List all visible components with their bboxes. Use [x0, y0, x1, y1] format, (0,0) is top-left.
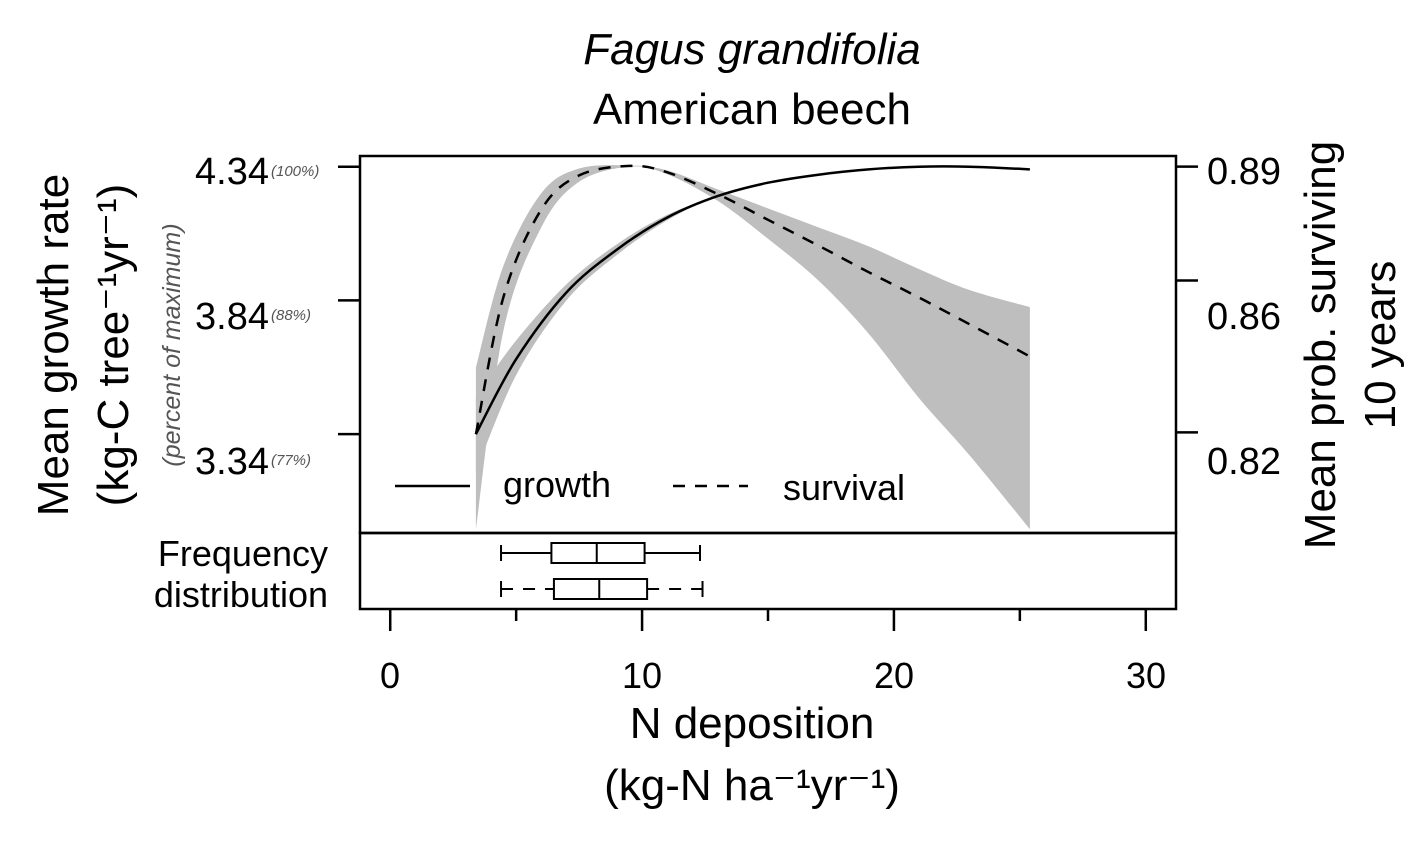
y-left-tick-label: 3.34	[195, 441, 269, 483]
survival-confidence-band	[475, 165, 1030, 530]
chart-title-species: Fagus grandifolia	[583, 25, 921, 74]
y-right-tick-label: 0.86	[1207, 296, 1281, 338]
y-left-pct-label: (77%)	[271, 452, 311, 469]
legend-growth-label: growth	[503, 464, 611, 505]
growth-line	[474, 165, 1030, 435]
x-tick-label: 10	[622, 655, 662, 696]
series-lines	[474, 164, 1031, 435]
y-left-axis-unit-label: (kg-C tree⁻¹yr⁻¹)	[89, 184, 138, 507]
y-right-axis-sublabel: 10 years	[1356, 261, 1405, 430]
y-left-axis-sublabel: (percent of maximum)	[158, 223, 186, 466]
chart-title-common-name: American beech	[593, 85, 911, 134]
y-left-pct-label: (88%)	[271, 307, 311, 324]
legend: growth survival	[395, 464, 905, 508]
frequency-boxplots	[500, 542, 704, 600]
x-tick-label: 30	[1126, 655, 1166, 696]
frequency-label-line2: distribution	[154, 574, 328, 615]
y-left-pct-label: (100%)	[271, 163, 319, 180]
confidence-bands	[475, 165, 1030, 530]
y-right-tick-label: 0.89	[1207, 151, 1281, 193]
frequency-label-line1: Frequency	[158, 533, 328, 574]
survival-box	[552, 578, 649, 600]
y-left-tick-label: 4.34	[195, 151, 269, 193]
survival-line	[474, 164, 1031, 435]
x-axis-label: N deposition	[630, 699, 875, 748]
x-axis-unit-label: (kg-N ha⁻¹yr⁻¹)	[604, 761, 900, 810]
x-tick-label: 0	[380, 655, 400, 696]
axis-ticks	[338, 165, 1198, 631]
growth-box	[550, 542, 646, 564]
x-tick-label: 20	[874, 655, 914, 696]
legend-survival-label: survival	[783, 467, 905, 508]
y-left-tick-label: 3.84	[195, 296, 269, 338]
y-left-axis-label: Mean growth rate	[29, 174, 78, 516]
frequency-plot-frame	[358, 531, 1178, 611]
y-right-axis-label: Mean prob. surviving	[1296, 141, 1345, 549]
y-right-tick-label: 0.82	[1207, 441, 1281, 483]
